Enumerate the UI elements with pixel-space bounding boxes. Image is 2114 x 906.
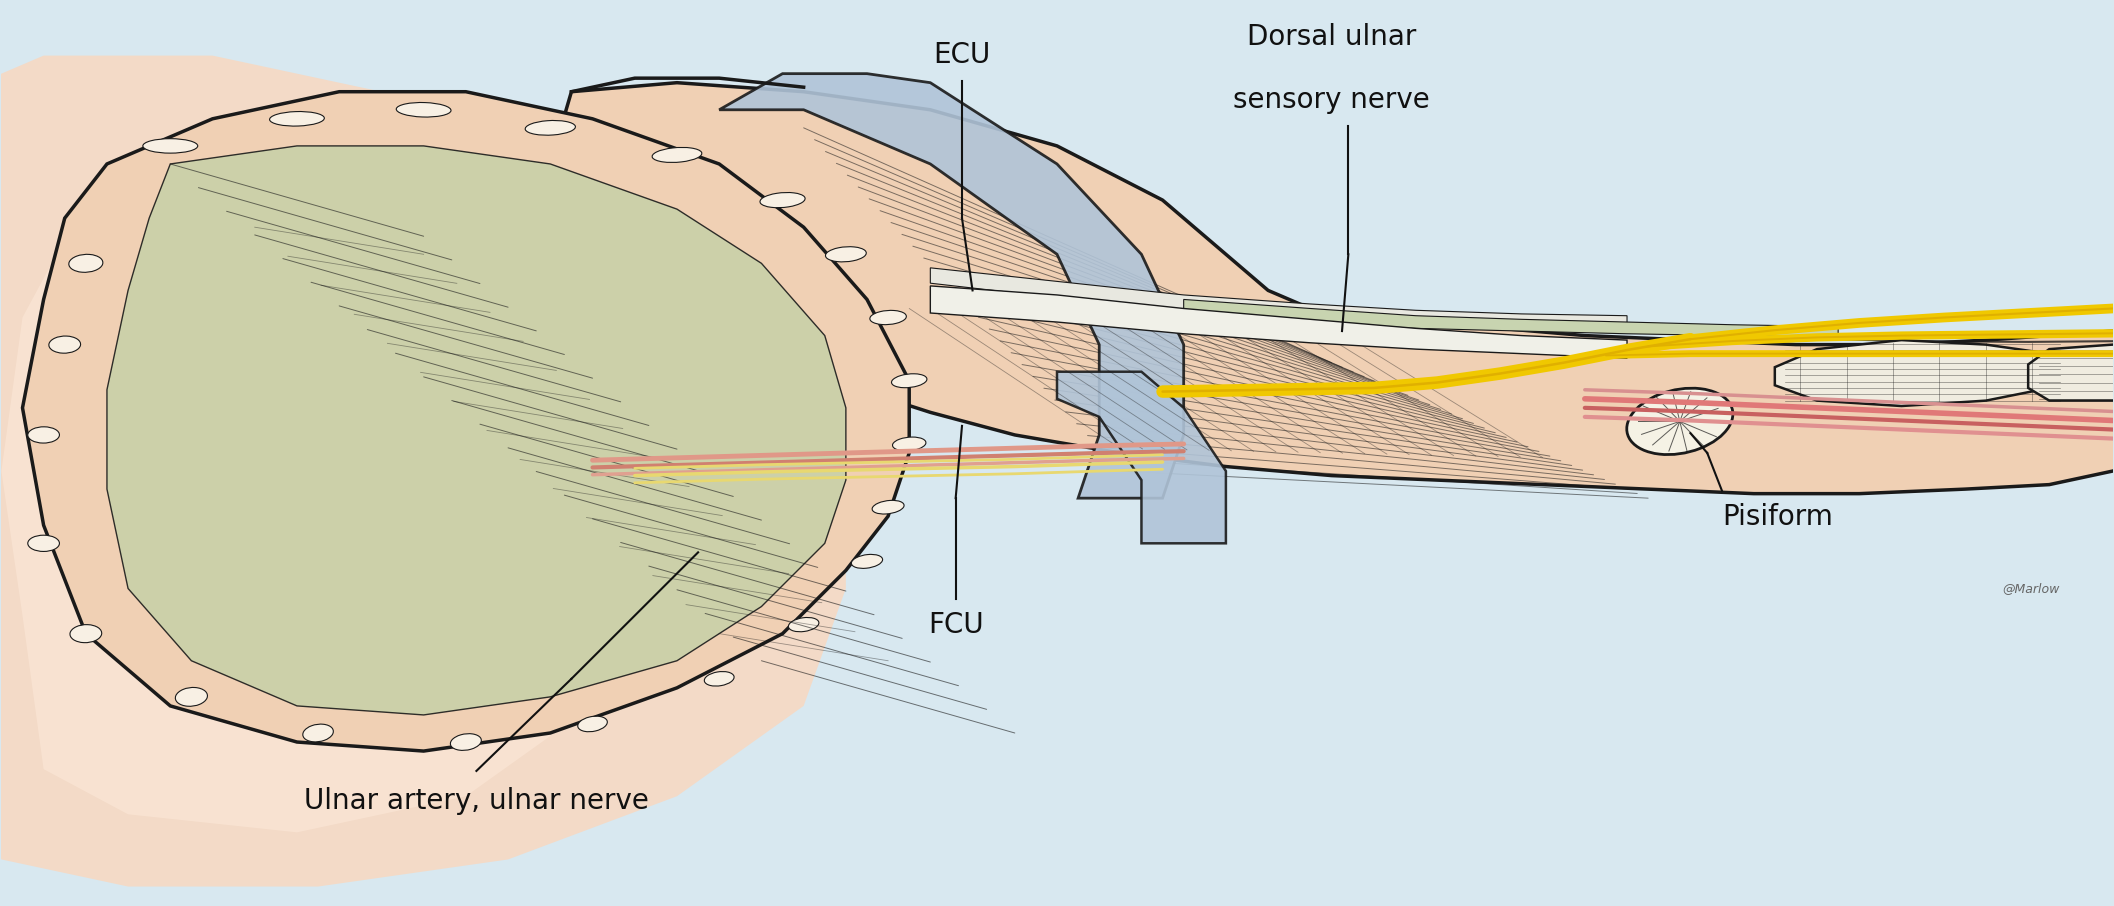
Text: Dorsal ulnar: Dorsal ulnar — [1247, 23, 1416, 51]
Text: FCU: FCU — [928, 611, 983, 639]
Ellipse shape — [49, 336, 80, 353]
Ellipse shape — [302, 724, 334, 742]
Ellipse shape — [450, 734, 482, 750]
Polygon shape — [930, 286, 1628, 358]
Ellipse shape — [789, 618, 818, 631]
Polygon shape — [0, 55, 846, 887]
Ellipse shape — [70, 255, 104, 273]
Polygon shape — [930, 268, 1628, 328]
Text: Pisiform: Pisiform — [1723, 503, 1833, 531]
Polygon shape — [1776, 340, 2070, 406]
Ellipse shape — [175, 688, 207, 707]
Ellipse shape — [395, 102, 450, 117]
Ellipse shape — [577, 716, 607, 732]
Polygon shape — [550, 82, 2114, 494]
Ellipse shape — [892, 374, 926, 388]
Ellipse shape — [824, 246, 867, 262]
Ellipse shape — [144, 139, 199, 153]
Polygon shape — [719, 73, 1184, 498]
Polygon shape — [1057, 371, 1226, 544]
Ellipse shape — [892, 437, 926, 451]
Ellipse shape — [869, 311, 907, 324]
Polygon shape — [23, 92, 909, 751]
Ellipse shape — [759, 192, 805, 207]
Polygon shape — [1184, 300, 1839, 337]
Text: Ulnar artery, ulnar nerve: Ulnar artery, ulnar nerve — [304, 787, 649, 815]
Ellipse shape — [704, 671, 734, 686]
Ellipse shape — [852, 554, 884, 568]
Ellipse shape — [27, 535, 59, 552]
Text: @Marlow: @Marlow — [2002, 582, 2059, 595]
Polygon shape — [2, 164, 634, 833]
Ellipse shape — [27, 427, 59, 443]
Polygon shape — [108, 146, 846, 715]
Ellipse shape — [70, 624, 101, 642]
Text: ECU: ECU — [934, 41, 991, 69]
Ellipse shape — [271, 111, 323, 126]
Ellipse shape — [873, 500, 905, 514]
Text: sensory nerve: sensory nerve — [1232, 86, 1429, 114]
Polygon shape — [2027, 344, 2114, 400]
Ellipse shape — [524, 120, 575, 135]
Ellipse shape — [651, 148, 702, 162]
Ellipse shape — [1628, 388, 1733, 455]
